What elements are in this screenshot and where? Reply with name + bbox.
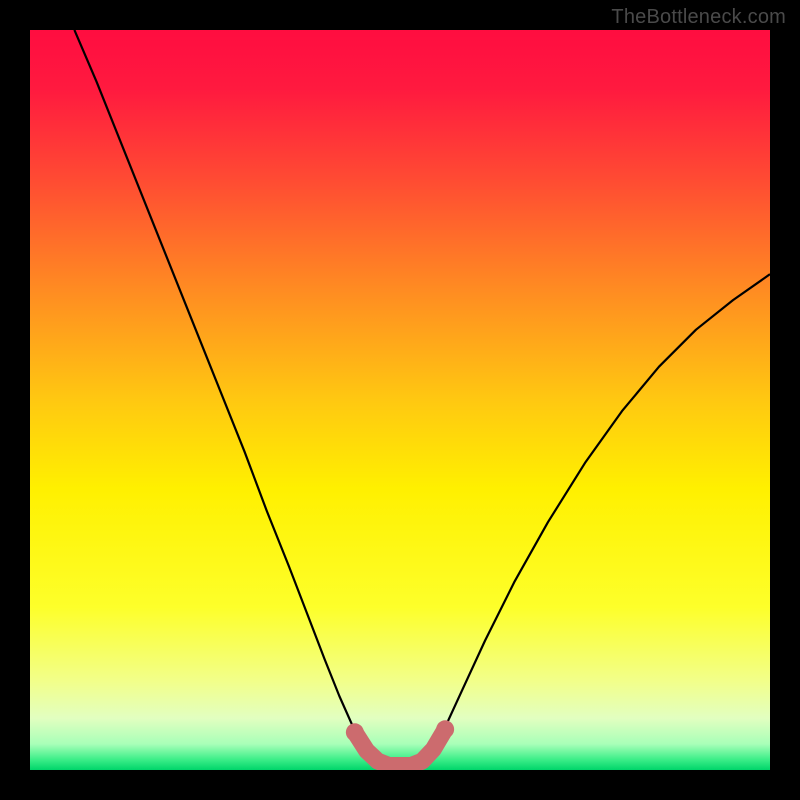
- chart-svg: [30, 30, 770, 770]
- highlight-end-marker: [436, 720, 454, 738]
- highlight-start-marker: [346, 723, 364, 741]
- gradient-background: [30, 30, 770, 770]
- watermark-text: TheBottleneck.com: [611, 6, 786, 29]
- chart-root: TheBottleneck.com: [0, 0, 800, 800]
- plot-area: [30, 30, 770, 770]
